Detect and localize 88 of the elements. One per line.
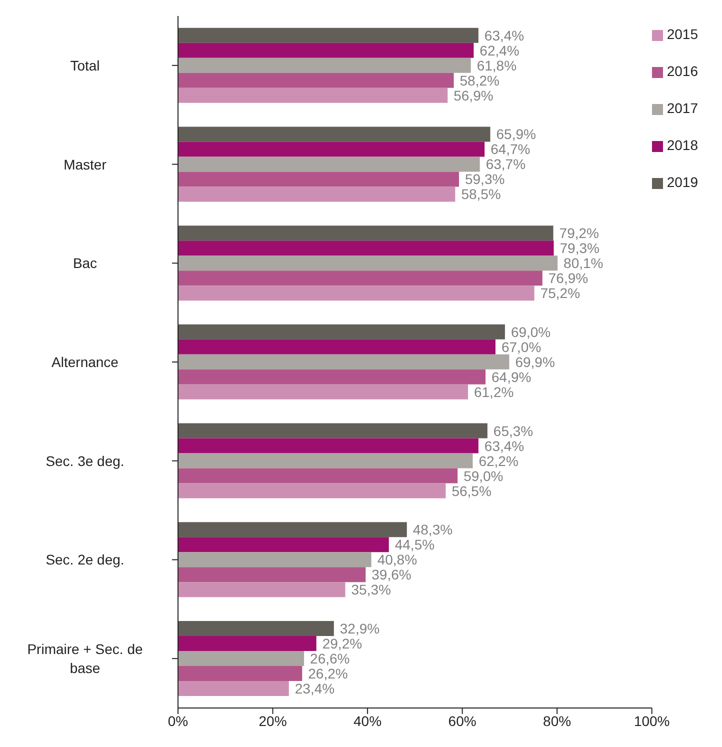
- bar: [178, 339, 496, 354]
- bar: [178, 537, 389, 552]
- bar: [178, 522, 407, 538]
- bar: [178, 438, 478, 454]
- bar: [178, 240, 554, 256]
- data-label: 56,9%: [454, 87, 494, 104]
- x-tick-label: 100%: [634, 712, 670, 729]
- data-label: 32,9%: [340, 620, 380, 637]
- data-label: 44,5%: [394, 536, 435, 553]
- legend-label: 2018: [666, 137, 698, 153]
- data-label: 64,9%: [492, 368, 532, 385]
- x-tick-label: 0%: [168, 712, 188, 729]
- y-tick-label: Sec. 3e deg.: [46, 452, 124, 469]
- data-label: 59,3%: [464, 171, 505, 188]
- bar: [178, 369, 486, 384]
- x-tick-label: 40%: [354, 712, 382, 729]
- y-tick-label: Master: [64, 156, 107, 172]
- bar: [178, 384, 468, 400]
- data-label: 26,2%: [308, 666, 348, 682]
- bar: [178, 567, 366, 582]
- data-label: 76,9%: [548, 270, 588, 286]
- data-label: 62,2%: [478, 452, 518, 469]
- y-tick-label: Alternance: [52, 354, 119, 370]
- y-tick-label: Sec. 2e deg.: [46, 552, 124, 568]
- data-label: 79,2%: [559, 225, 599, 242]
- bar: [178, 636, 316, 652]
- data-label: 63,4%: [484, 438, 524, 454]
- x-tick-label: 20%: [258, 712, 287, 729]
- bar: [178, 324, 505, 340]
- data-label: 48,3%: [412, 522, 453, 538]
- data-label: 69,9%: [515, 354, 555, 370]
- bar: [178, 582, 346, 598]
- data-label: 58,2%: [460, 72, 500, 88]
- data-label: 35,3%: [351, 582, 391, 598]
- bar: [178, 156, 480, 172]
- bar: [178, 286, 534, 301]
- data-label: 56,5%: [452, 482, 492, 499]
- bar: [178, 651, 304, 666]
- bar: [178, 666, 302, 682]
- bar: [178, 453, 473, 468]
- data-label: 58,5%: [461, 186, 501, 202]
- legend-label: 2015: [666, 26, 698, 42]
- data-label: 29,2%: [322, 636, 362, 652]
- y-tick-label: Bac: [72, 255, 98, 272]
- y-tick-label: Primaire + Sec. de base: [27, 641, 143, 676]
- data-label: 39,6%: [372, 566, 412, 583]
- data-label: 69,0%: [510, 324, 551, 340]
- y-tick-label: Total: [70, 57, 100, 74]
- data-label: 63,4%: [484, 27, 524, 44]
- bar: [178, 681, 289, 696]
- bar: [178, 186, 456, 202]
- data-label: 80,1%: [564, 255, 604, 272]
- bar: [178, 72, 454, 88]
- data-label: 63,7%: [486, 156, 526, 172]
- bar: [178, 42, 474, 58]
- data-label: 26,6%: [310, 650, 350, 667]
- data-label: 65,3%: [493, 422, 534, 439]
- data-label: 62,4%: [480, 42, 520, 58]
- data-label: 67,0%: [501, 338, 542, 355]
- data-label: 64,7%: [490, 141, 530, 158]
- legend-label: 2019: [666, 174, 698, 190]
- legend-label: 2016: [666, 63, 698, 79]
- bar: [178, 28, 478, 43]
- data-label: 40,8%: [377, 552, 418, 568]
- bar: [178, 270, 542, 286]
- data-label: 61,8%: [476, 57, 517, 74]
- x-tick-label: 60%: [448, 712, 476, 729]
- legend-label: 2017: [666, 100, 698, 116]
- bar: [178, 142, 485, 157]
- data-label: 65,9%: [496, 126, 536, 142]
- bar: [178, 468, 458, 484]
- bar: [178, 354, 510, 370]
- bar: [178, 256, 558, 271]
- data-label: 79,3%: [560, 240, 600, 256]
- bar: [178, 226, 554, 241]
- bar: [178, 423, 488, 438]
- bar: [178, 88, 448, 103]
- bar: [178, 126, 490, 142]
- data-label: 75,2%: [540, 285, 580, 302]
- data-label: 61,2%: [474, 384, 514, 400]
- data-label: 59,0%: [464, 468, 504, 484]
- x-tick-label: 80%: [543, 712, 572, 729]
- bar: [178, 552, 372, 568]
- bar: [178, 58, 471, 73]
- bar: [178, 172, 459, 187]
- bar: [178, 483, 446, 498]
- data-label: 23,4%: [294, 680, 335, 697]
- bar: [178, 621, 334, 636]
